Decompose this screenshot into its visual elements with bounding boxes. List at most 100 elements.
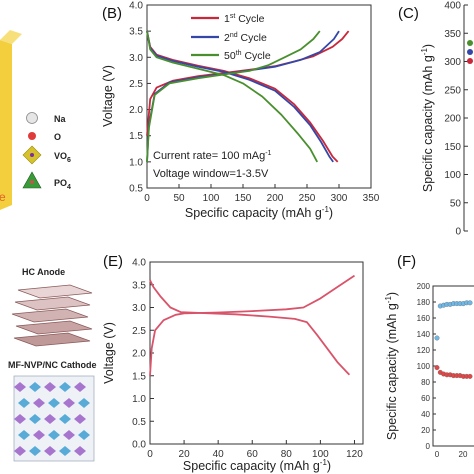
panel-b-x-ticks: 0 50 100 150 200 250 300 350	[144, 184, 380, 204]
y-tick-label: 200	[417, 282, 431, 291]
x-tick-label: 60	[247, 449, 259, 460]
lattice-polyhedron-icon	[48, 430, 60, 440]
lattice-polyhedron-icon	[14, 414, 26, 424]
panel-c-legend-marker-green	[467, 40, 473, 46]
y-tick-label: 300	[444, 57, 461, 68]
panel-c-legend-marker-blue	[467, 49, 473, 55]
y-tick-label: 140	[417, 330, 431, 339]
series-e-discharge-line	[149, 279, 351, 376]
series-1-charge-line	[146, 30, 350, 136]
x-tick-label: 0	[147, 449, 153, 460]
vanadium-center-icon	[30, 153, 34, 157]
legend-po4: PO4	[22, 171, 71, 191]
legend-na: Na	[26, 112, 66, 124]
panel-c-legend-marker-red	[467, 58, 473, 64]
panel-b-frame	[146, 4, 372, 189]
lattice-polyhedron-icon	[18, 430, 30, 440]
y-tick-label: 20	[421, 426, 430, 435]
panel-b-legend: 1st Cycle 2nd Cycle 50th Cycle	[191, 13, 271, 62]
panel-e-label: (E)	[103, 253, 123, 270]
panel-b-y-label: Voltage (V)	[101, 65, 115, 127]
panel-e: (E) 0.0 0.5 1.0 1.5 2.0 2.5 3.0 3.5 4.0 0 20 40 60 8…	[102, 253, 364, 473]
panel-b: (B) 0.5 1.0 1.5 2.0 2.5 3.0 3.5 4.0 0 50 100 150 20…	[101, 1, 380, 221]
hc-anode-graphic	[11, 284, 93, 347]
panel-b-x-label: Specific capacity (mAh g-1)	[185, 205, 333, 220]
panel-e-curves	[149, 274, 355, 376]
x-tick-label: 100	[312, 449, 329, 460]
cathode-label: MF-NVP/NC Cathode	[8, 360, 97, 370]
panel-e-x-label: Specific capacity (mAh g-1)	[183, 458, 331, 473]
y-tick-label: 350	[444, 29, 461, 40]
x-tick-label: 200	[267, 193, 284, 204]
legend-sub-vo: 6	[67, 157, 71, 164]
legend-label-vo: VO	[54, 151, 67, 161]
y-tick-label: 3.0	[129, 53, 143, 64]
x-tick-label: 300	[331, 193, 348, 204]
y-tick-label: 0	[455, 227, 461, 238]
svg-text:VO6: VO6	[54, 151, 71, 164]
lattice-polyhedron-icon	[59, 414, 71, 424]
lattice-polyhedron-icon	[44, 446, 56, 456]
x-tick-label: 20	[179, 449, 191, 460]
y-tick-label: 3.5	[129, 27, 143, 38]
x-tick-label: 100	[203, 193, 220, 204]
legend-o: O	[28, 132, 61, 142]
panel-e-y-label: Voltage (V)	[102, 322, 116, 384]
lattice-polyhedron-icon	[74, 446, 86, 456]
y-tick-label: 3.0	[132, 303, 146, 314]
y-tick-label: 3.5	[132, 280, 146, 291]
panel-b-annotation-rate: Current rate= 100 mAg-1	[153, 150, 272, 162]
series-2-discharge-line	[146, 30, 334, 163]
lattice-polyhedron-icon	[63, 398, 75, 408]
y-tick-label: 0.0	[132, 440, 146, 451]
y-tick-label: 4.0	[129, 1, 143, 12]
y-tick-label: 2.5	[132, 326, 146, 337]
panel-f-points	[434, 300, 473, 379]
y-tick-label: 160	[417, 314, 431, 323]
x-tick-label: 20	[459, 450, 468, 459]
lattice-polyhedron-icon	[14, 382, 26, 392]
x-tick-label: 0	[435, 450, 440, 459]
legend-label-cycle1: 1st Cycle	[224, 13, 265, 25]
x-tick-label: 120	[346, 449, 363, 460]
panel-c-y-label: Specific capacity (mAh g-1)	[420, 44, 435, 192]
legend-label-cycle50: 50th Cycle	[224, 50, 271, 62]
hc-anode-label: HC Anode	[22, 267, 65, 277]
y-tick-label: 0	[426, 442, 431, 451]
phosphorus-center-icon	[30, 180, 34, 184]
lattice-polyhedron-icon	[44, 414, 56, 424]
panel-b-annotation-window: Voltage window=1-3.5V	[153, 168, 269, 180]
lattice-polyhedron-icon	[78, 430, 90, 440]
series-50-discharge-line	[146, 30, 318, 163]
panel-c-label: (C)	[398, 5, 419, 22]
panel-a-cropped-letter: e	[0, 190, 6, 204]
x-tick-label: 350	[363, 193, 380, 204]
svg-text:PO4: PO4	[54, 178, 71, 191]
panel-f-x-ticks: 0 20	[435, 450, 468, 459]
panel-f-y-ticks: 0 20 40 60 80 100 120 140 160 180 200	[417, 282, 436, 451]
panel-e-x-ticks: 0 20 40 60 80 100 120	[147, 440, 363, 460]
y-tick-label: 1.0	[132, 394, 146, 405]
lattice-polyhedron-icon	[29, 414, 41, 424]
legend-label-po: PO	[54, 178, 67, 188]
y-tick-label: 2.0	[132, 349, 146, 360]
cathode-graphic	[13, 375, 95, 462]
y-tick-label: 50	[450, 198, 462, 209]
panel-c: (C) 0 50 100 150 200 250 300 350 400 Specific ca…	[398, 1, 473, 238]
lattice-polyhedron-icon	[18, 398, 30, 408]
panel-f-label: (F)	[397, 253, 416, 270]
panel-a: Na O VO6 PO4 e	[0, 30, 71, 210]
legend-label-cycle2: 2nd Cycle	[224, 32, 267, 44]
panel-f-y-label: Specific capacity (mAh g-1)	[384, 292, 399, 440]
lattice-polyhedron-icon	[74, 382, 86, 392]
y-tick-label: 1.5	[132, 371, 146, 382]
series-50-charge-line	[146, 30, 321, 162]
lattice-polyhedron-icon	[33, 430, 45, 440]
y-tick-label: 0.5	[132, 417, 146, 428]
series-0-point	[434, 335, 440, 341]
y-tick-label: 40	[421, 410, 430, 419]
lattice-polyhedron-icon	[33, 398, 45, 408]
legend-sub-po: 4	[67, 184, 71, 191]
legend-label-na: Na	[54, 114, 66, 124]
